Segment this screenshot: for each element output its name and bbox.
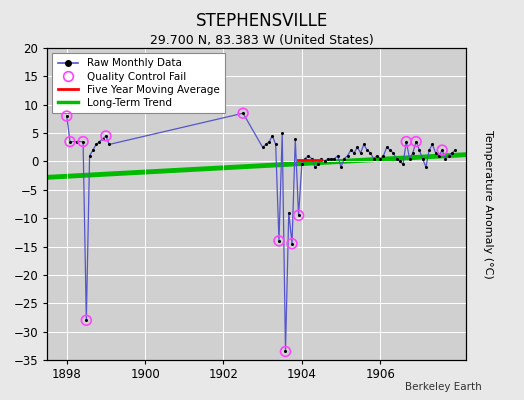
Point: [99, 136, 107, 142]
Point: [356, 150, 365, 156]
Y-axis label: Temperature Anomaly (°C): Temperature Anomaly (°C): [483, 130, 493, 278]
Point: [383, 144, 391, 150]
Point: [79, 138, 88, 145]
Point: [412, 138, 420, 145]
Point: [373, 152, 381, 159]
Point: [72, 138, 81, 145]
Point: [330, 156, 339, 162]
Point: [412, 138, 420, 145]
Point: [66, 138, 74, 145]
Point: [311, 164, 319, 170]
Text: Berkeley Earth: Berkeley Earth: [406, 382, 482, 392]
Point: [438, 147, 446, 153]
Point: [102, 133, 110, 139]
Point: [402, 138, 410, 145]
Point: [294, 212, 303, 218]
Point: [66, 138, 74, 145]
Point: [288, 240, 296, 247]
Point: [321, 158, 329, 165]
Point: [379, 152, 388, 159]
Point: [406, 156, 414, 162]
Legend: Raw Monthly Data, Quality Control Fail, Five Year Moving Average, Long-Term Tren: Raw Monthly Data, Quality Control Fail, …: [52, 53, 225, 113]
Point: [337, 164, 345, 170]
Point: [435, 152, 443, 159]
Point: [422, 164, 430, 170]
Point: [317, 156, 325, 162]
Point: [95, 138, 104, 145]
Point: [89, 147, 97, 153]
Point: [239, 110, 247, 116]
Point: [409, 150, 417, 156]
Point: [396, 158, 404, 165]
Point: [62, 113, 71, 119]
Point: [444, 152, 453, 159]
Point: [102, 133, 110, 139]
Point: [301, 156, 309, 162]
Point: [418, 156, 427, 162]
Point: [353, 144, 362, 150]
Point: [85, 152, 94, 159]
Point: [62, 113, 71, 119]
Point: [441, 156, 450, 162]
Point: [431, 150, 440, 156]
Point: [304, 152, 312, 159]
Point: [402, 138, 410, 145]
Point: [366, 150, 375, 156]
Point: [369, 156, 378, 162]
Point: [448, 150, 456, 156]
Point: [350, 150, 358, 156]
Text: STEPHENSVILLE: STEPHENSVILLE: [196, 12, 328, 30]
Point: [265, 138, 274, 145]
Point: [343, 152, 352, 159]
Point: [399, 161, 407, 168]
Point: [298, 161, 306, 168]
Point: [415, 147, 423, 153]
Point: [288, 240, 296, 247]
Point: [258, 144, 267, 150]
Point: [281, 348, 290, 355]
Point: [334, 152, 342, 159]
Point: [438, 147, 446, 153]
Point: [105, 141, 113, 148]
Point: [425, 147, 433, 153]
Point: [314, 161, 322, 168]
Point: [92, 141, 100, 148]
Point: [308, 156, 316, 162]
Point: [294, 212, 303, 218]
Point: [428, 141, 436, 148]
Point: [386, 147, 394, 153]
Point: [278, 130, 287, 136]
Point: [271, 141, 280, 148]
Text: 29.700 N, 83.383 W (United States): 29.700 N, 83.383 W (United States): [150, 34, 374, 47]
Point: [239, 110, 247, 116]
Point: [346, 147, 355, 153]
Point: [451, 147, 460, 153]
Point: [82, 317, 91, 324]
Point: [389, 150, 397, 156]
Point: [275, 238, 283, 244]
Point: [275, 238, 283, 244]
Point: [376, 156, 385, 162]
Point: [363, 147, 372, 153]
Point: [268, 133, 277, 139]
Point: [82, 317, 91, 324]
Point: [324, 156, 332, 162]
Point: [327, 156, 335, 162]
Point: [359, 141, 368, 148]
Point: [340, 156, 348, 162]
Point: [281, 348, 290, 355]
Point: [392, 156, 401, 162]
Point: [285, 209, 293, 216]
Point: [291, 136, 299, 142]
Point: [79, 138, 88, 145]
Point: [261, 141, 270, 148]
